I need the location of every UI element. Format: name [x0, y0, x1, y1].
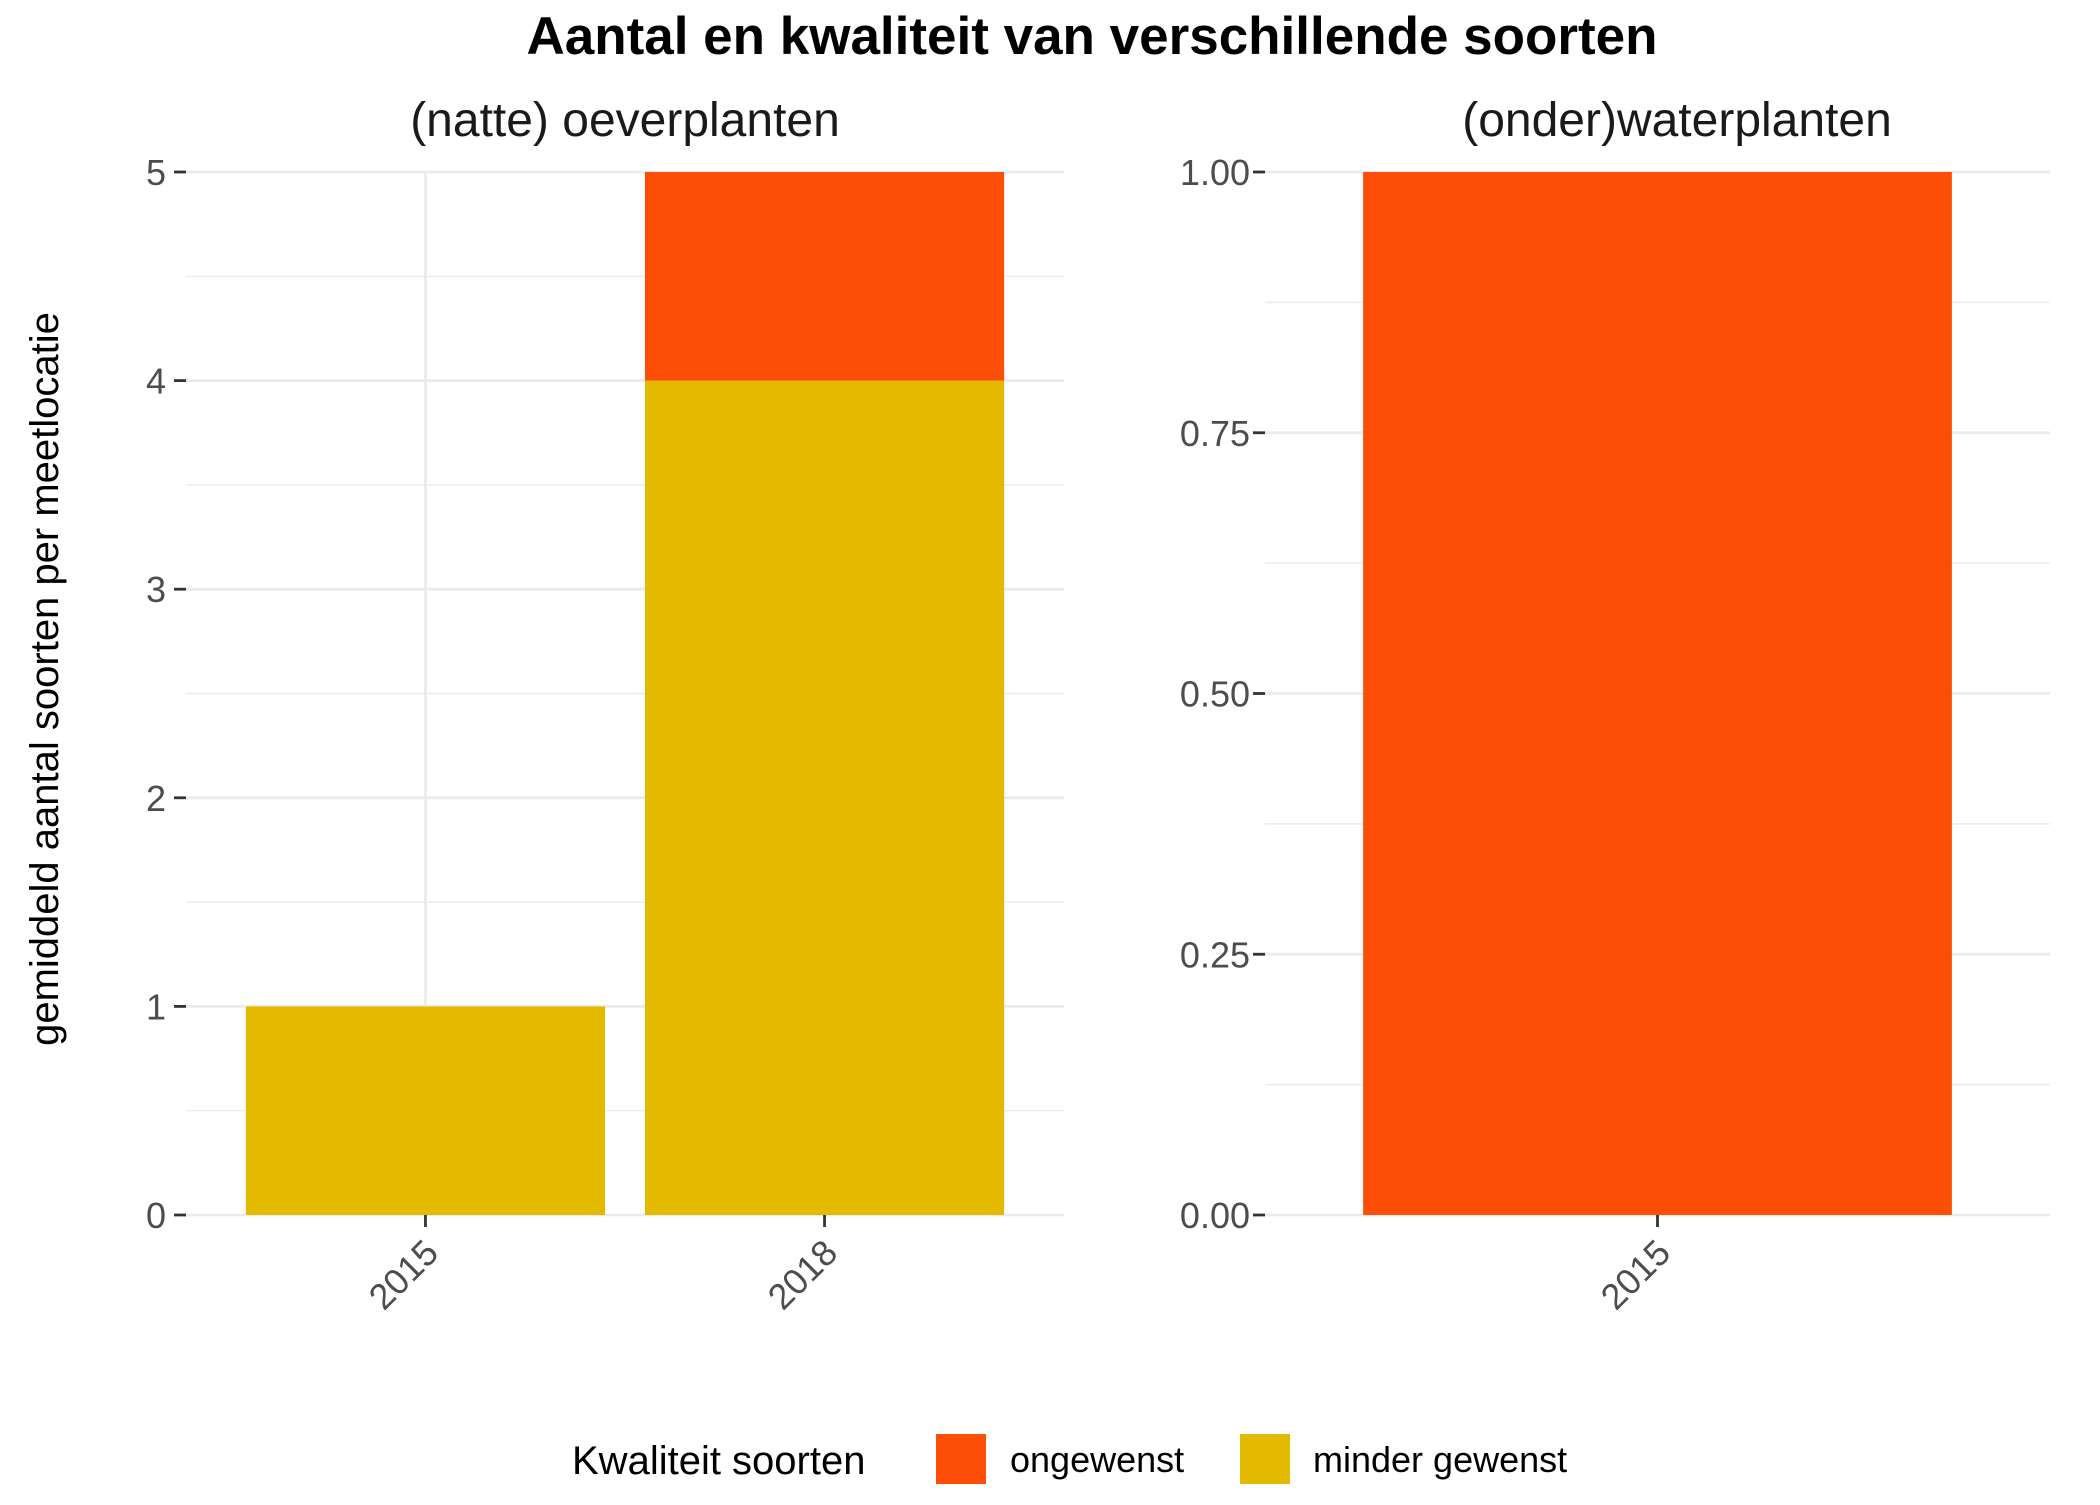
x-tick-label: 2015 [360, 1232, 446, 1318]
y-tick-label: 0.75 [1180, 413, 1250, 454]
y-tick-label: 4 [146, 361, 166, 402]
panel-natte-oeverplanten: (natte) oeverplanten 0 1 2 3 4 5 2015 2018 [146, 94, 1064, 1317]
y-axis-title: gemiddeld aantal soorten per meetlocatie [23, 312, 67, 1046]
legend-title: Kwaliteit soorten [572, 1439, 865, 1483]
bar-ongewenst-2015 [1363, 172, 1952, 1215]
legend: Kwaliteit soorten ongewenst minder gewens… [572, 1434, 1567, 1484]
legend-label-ongewenst: ongewenst [1010, 1439, 1184, 1480]
y-tick-label: 0.25 [1180, 934, 1250, 975]
y-tick-label: 0.50 [1180, 674, 1250, 715]
legend-key-minder-gewenst [1240, 1434, 1290, 1484]
bar-minder-gewenst-2015 [245, 1006, 606, 1215]
y-tick-label: 0.00 [1180, 1195, 1250, 1236]
bar-minder-gewenst-2018 [644, 380, 1005, 1216]
chart-title: Aantal en kwaliteit van verschillende so… [526, 7, 1657, 66]
y-tick-label: 1.00 [1180, 152, 1250, 193]
y-tick-label: 5 [146, 152, 166, 193]
legend-key-ongewenst [936, 1434, 986, 1484]
x-tick-label: 2015 [1593, 1232, 1679, 1318]
legend-items: ongewenst minder gewenst [936, 1434, 1567, 1484]
y-tick-label: 1 [146, 986, 166, 1027]
y-tick-label: 3 [146, 569, 166, 610]
y-tick-label: 0 [146, 1195, 166, 1236]
y-tick-label: 2 [146, 778, 166, 819]
panel-title: (onder)waterplanten [1462, 94, 1892, 147]
bar-ongewenst-2018 [644, 172, 1005, 381]
panel-onder-waterplanten: (onder)waterplanten 0.00 0.25 0.50 0.75 1.00 2… [1180, 94, 2050, 1317]
facet-panels: (natte) oeverplanten 0 1 2 3 4 5 2015 2018 (onder… [146, 94, 2050, 1317]
legend-label-minder-gewenst: minder gewenst [1313, 1439, 1567, 1480]
x-tick-label: 2018 [760, 1232, 846, 1318]
panel-title: (natte) oeverplanten [410, 94, 840, 147]
